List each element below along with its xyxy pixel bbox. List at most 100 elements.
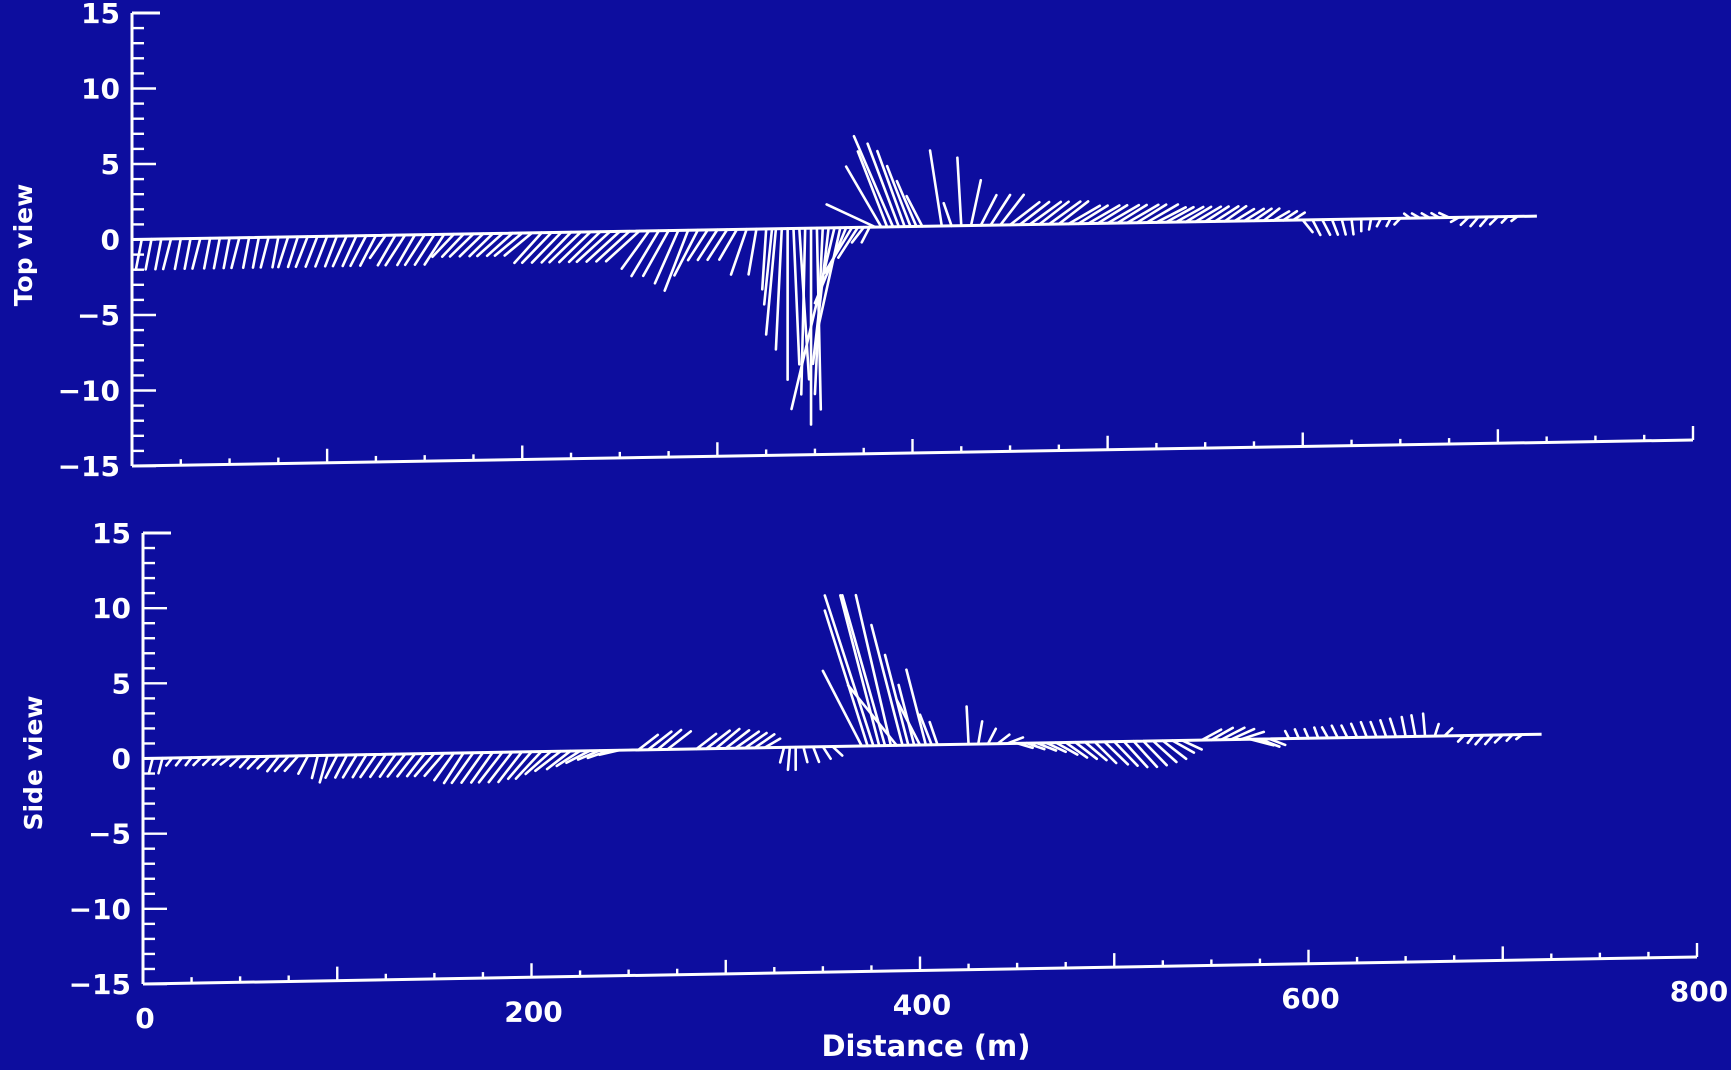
top-view-vector: [1430, 211, 1441, 220]
side-view-vector: [310, 754, 320, 780]
top-view-vector: [1067, 204, 1102, 226]
top-view-vector: [440, 232, 466, 258]
side-view-vector: [1219, 726, 1246, 742]
side-view-vector: [297, 754, 310, 775]
side-view-vector: [763, 737, 782, 750]
top-view-vector: [1213, 205, 1240, 223]
top-view-vector: [790, 226, 836, 411]
top-view-vector: [154, 237, 163, 271]
top-view-vector: [396, 233, 417, 267]
side-view-x-tick-label: 800: [1670, 975, 1728, 1008]
side-view-vector: [996, 733, 1011, 745]
side-view-vector: [786, 745, 792, 772]
side-view-vector: [1103, 740, 1130, 766]
side-view-vector: [928, 720, 939, 746]
side-view-vector: [514, 750, 543, 780]
side-view-vector: [423, 751, 446, 778]
side-view-x-ticks: [141, 943, 1699, 984]
side-view-vector: [1025, 741, 1046, 751]
top-view-vector: [641, 229, 670, 278]
top-view-vector: [1320, 218, 1332, 237]
side-view-vector: [229, 755, 242, 768]
side-view-vector: [714, 727, 741, 750]
side-view-vector: [1303, 727, 1310, 740]
top-view-vector: [942, 201, 953, 228]
top-view-vector: [1340, 218, 1347, 236]
top-view-vector: [277, 235, 290, 269]
side-view-vector: [174, 756, 184, 767]
top-view-vector: [1242, 207, 1266, 223]
top-view-vector: [762, 227, 774, 306]
top-view-vector: [286, 235, 300, 269]
top-view-vector: [969, 178, 983, 227]
side-view-vector: [506, 750, 533, 781]
side-view-vector: [1239, 730, 1266, 741]
side-view-vector: [1200, 728, 1223, 742]
top-view-ylabel: Top view: [9, 184, 38, 306]
top-view-vector: [729, 227, 748, 276]
side-view-vector: [165, 756, 174, 767]
side-view-vector: [211, 755, 222, 766]
top-view-vector: [686, 228, 709, 262]
side-view-vector: [1515, 733, 1524, 741]
top-view-vector: [341, 234, 358, 268]
top-view-vector: [979, 193, 998, 227]
top-view-y-ticks: [132, 11, 156, 468]
side-view-vector: [238, 755, 252, 769]
top-view-vector: [1393, 217, 1402, 226]
top-view-vector: [476, 232, 505, 258]
side-view-vector: [1313, 726, 1320, 740]
side-view-vector: [1268, 737, 1287, 747]
top-view-vector: [999, 193, 1026, 227]
side-view-vector: [497, 750, 524, 784]
side-view-vector: [1074, 740, 1099, 761]
top-view-vector: [468, 232, 495, 258]
side-view-vector: [1142, 739, 1168, 767]
side-view-vector: [1006, 736, 1025, 745]
top-view-vector: [1194, 205, 1223, 224]
side-view-vector: [1359, 720, 1369, 739]
top-view-vector: [314, 234, 329, 268]
top-view-vector: [567, 230, 602, 264]
side-view-vector: [1369, 720, 1378, 739]
top-view-vector: [1402, 212, 1412, 220]
side-view-vector: [1433, 722, 1440, 738]
top-view-vector: [696, 228, 719, 262]
side-view-vector: [201, 756, 213, 767]
top-view-vector: [866, 142, 901, 229]
top-view-vector: [530, 231, 563, 264]
side-view-vector: [1122, 740, 1149, 769]
top-view-vector: [1203, 205, 1230, 223]
side-view-vector: [246, 755, 261, 770]
top-view-vector: [653, 229, 680, 285]
side-view-vector: [1132, 739, 1159, 769]
top-view-vector: [1488, 215, 1500, 226]
top-view-vector: [1233, 207, 1256, 223]
top-view-vector: [212, 236, 222, 270]
top-view-y-tick-label: −15: [58, 450, 120, 483]
top-view-vector: [604, 229, 641, 263]
top-view-vector: [595, 229, 631, 263]
side-view-vector: [870, 623, 904, 747]
top-view-vector: [1155, 206, 1187, 224]
top-view-vector: [271, 235, 280, 269]
side-view-vector: [413, 752, 436, 778]
top-view-vector: [1164, 205, 1195, 224]
side-view-vector: [534, 749, 562, 773]
top-view-vector: [1272, 210, 1291, 222]
side-view-vector: [405, 752, 426, 778]
top-view-vector: [485, 231, 514, 258]
top-view-panel: Top view 15 10 5 0 −5 −10 −15: [9, 0, 1695, 483]
top-view-vector: [513, 231, 544, 265]
side-view-vector: [1044, 741, 1067, 754]
side-view-y-tick-label: 15: [92, 517, 131, 550]
side-view-vector: [821, 745, 832, 761]
top-view-vector: [856, 150, 889, 229]
side-view-vector: [555, 749, 582, 768]
side-view-vector: [1320, 726, 1330, 740]
side-view-x-tick-label: 200: [504, 995, 562, 1028]
top-view-vector: [1410, 212, 1422, 220]
top-view-vector: [774, 227, 784, 351]
